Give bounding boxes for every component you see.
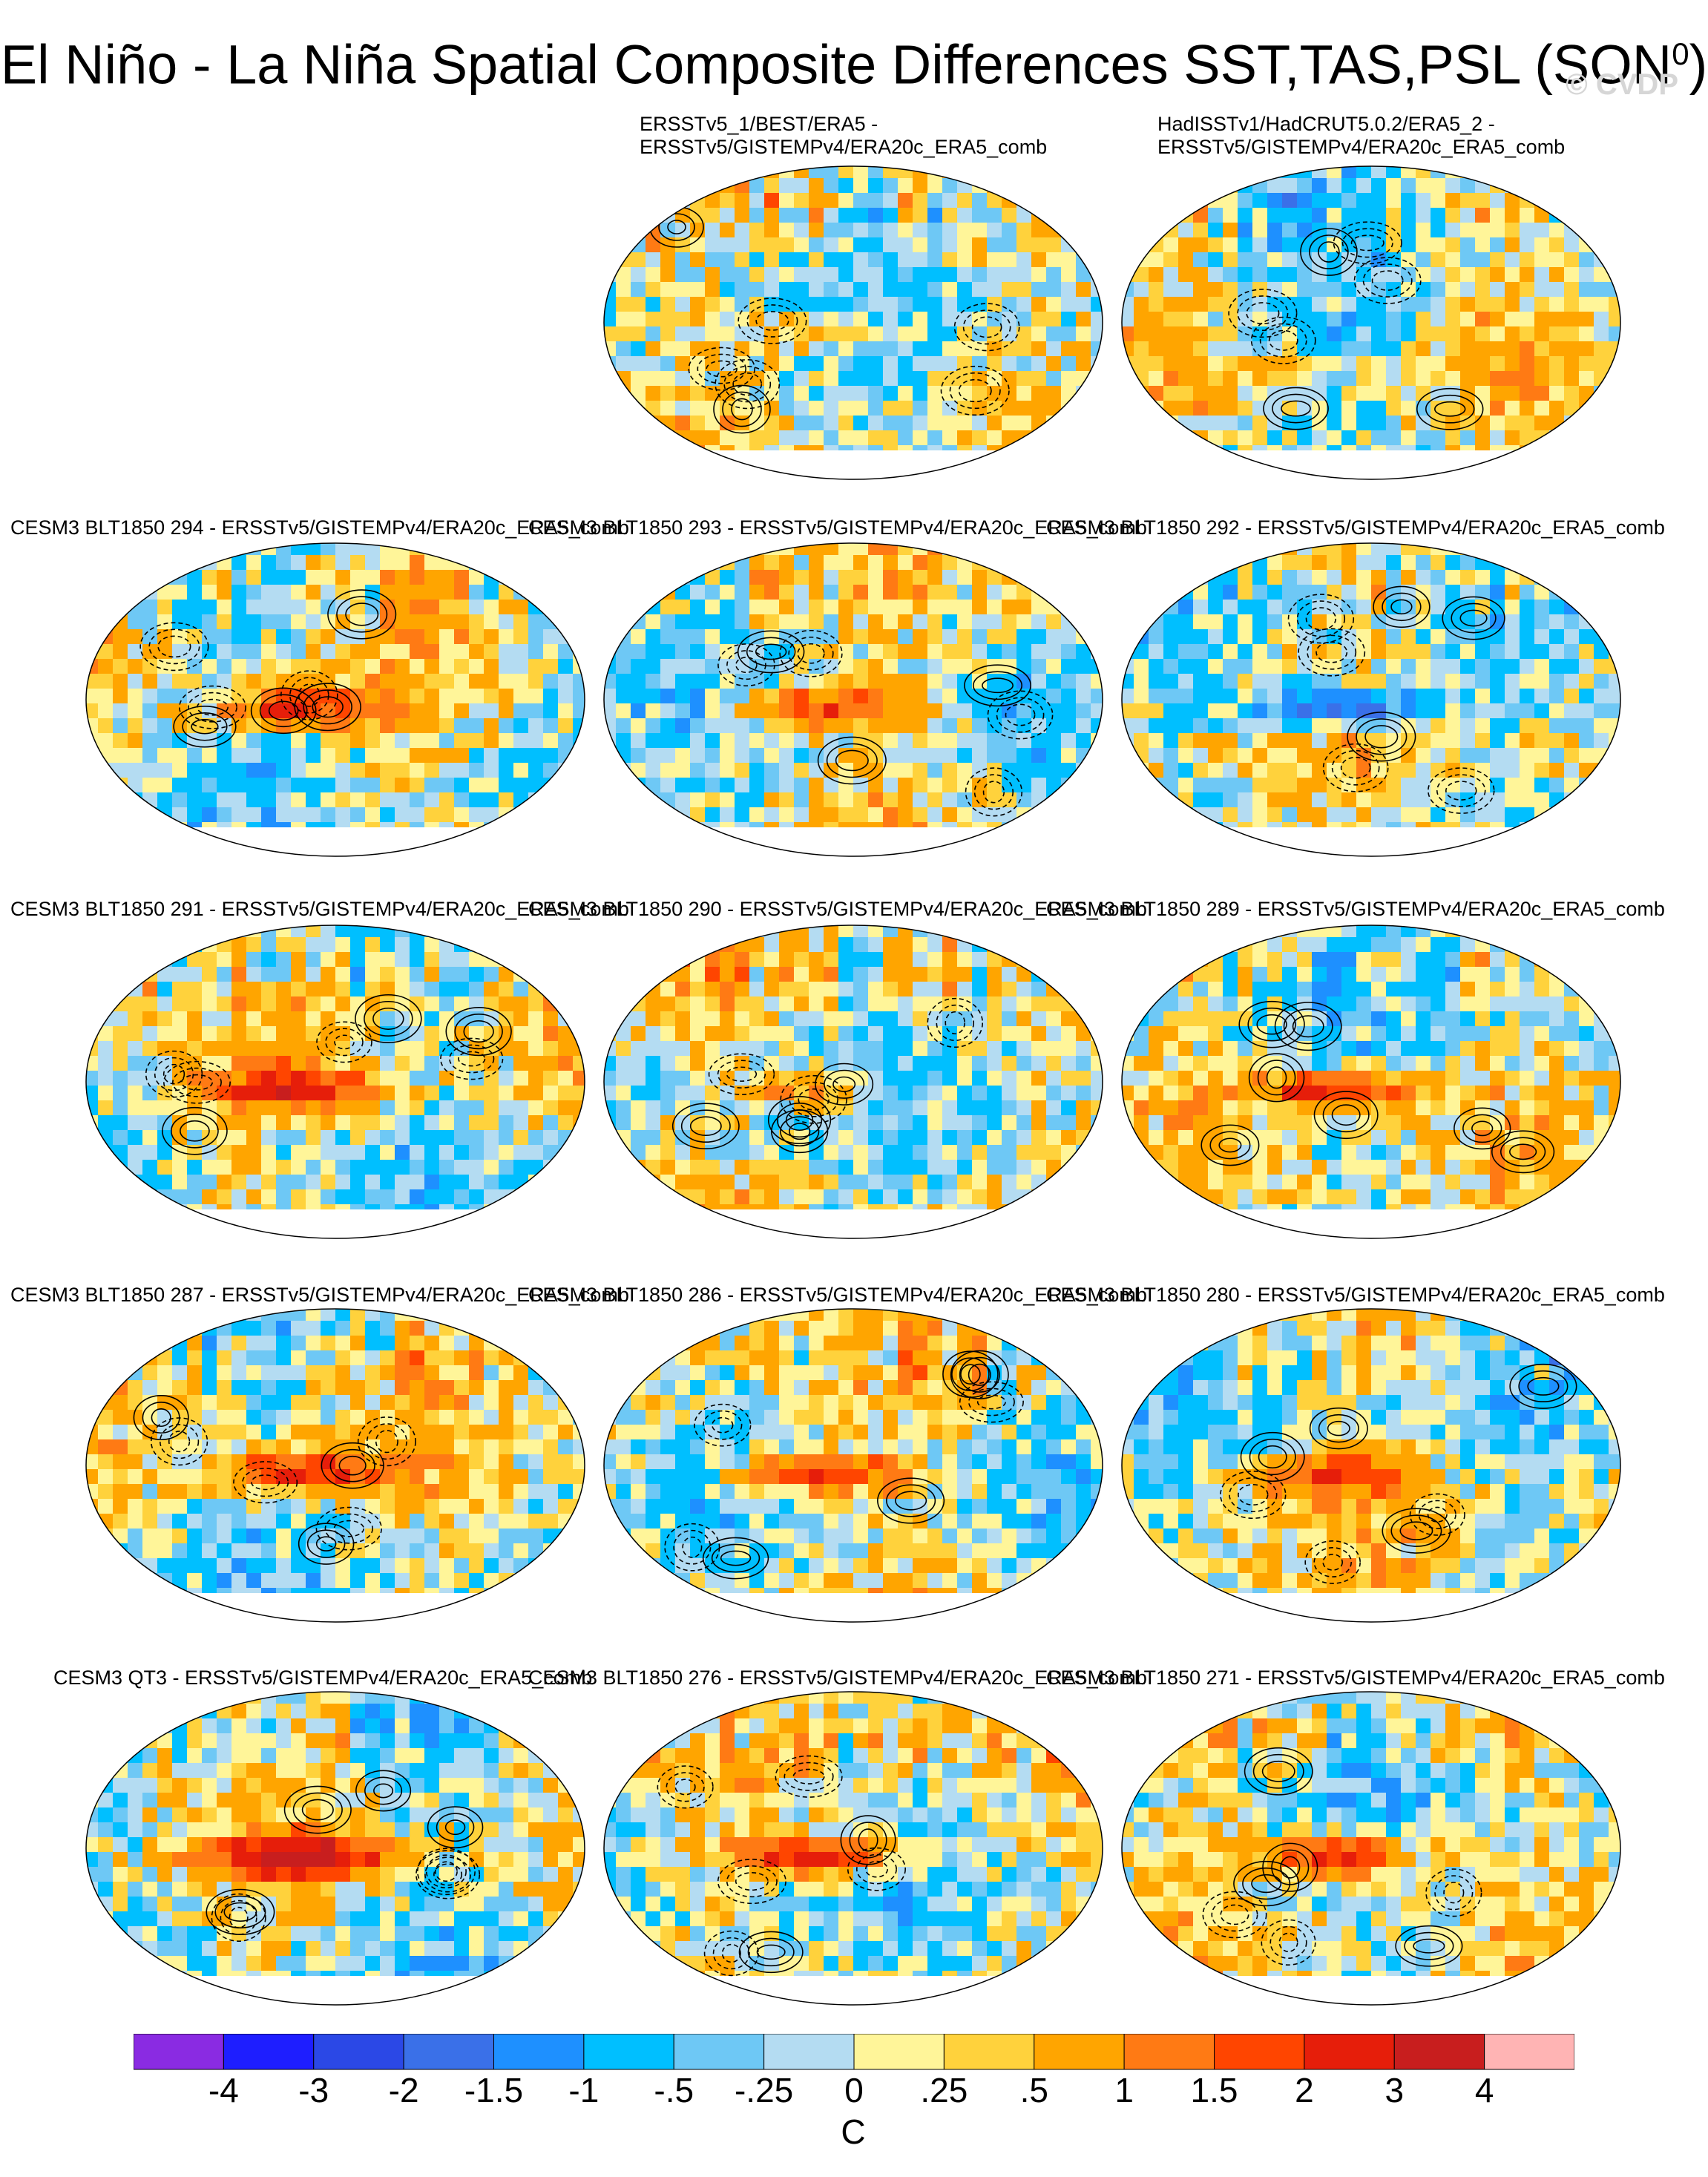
colorbar-tick-label: 1.5 <box>1190 2071 1238 2109</box>
map-panel <box>1121 1308 1621 1623</box>
colorbar-swatch <box>134 2034 224 2070</box>
colorbar-swatch <box>673 2034 765 2070</box>
panel-label: CESM3 BLT1850 294 - ERSSTv5/GISTEMPv4/ER… <box>10 516 629 539</box>
panel-label: CESM3 BLT1850 280 - ERSSTv5/GISTEMPv4/ER… <box>1046 1284 1665 1307</box>
panel-label-line1: CESM3 BLT1850 290 - ERSSTv5/GISTEMPv4/ER… <box>528 898 1147 920</box>
map-panel <box>603 542 1103 857</box>
colorbar-swatch <box>583 2034 674 2070</box>
colorbar-tick-label: -4 <box>208 2071 239 2109</box>
colorbar-tick-label: -1.5 <box>464 2071 524 2109</box>
page-title: El Niño - La Niña Spatial Composite Diff… <box>0 33 1708 96</box>
map-panel <box>85 542 585 857</box>
panel-label: CESM3 BLT1850 292 - ERSSTv5/GISTEMPv4/ER… <box>1046 516 1665 539</box>
colorbar-units: C <box>841 2112 866 2151</box>
colorbar-tick-label: -3 <box>298 2071 329 2109</box>
panel-label-line1: CESM3 BLT1850 293 - ERSSTv5/GISTEMPv4/ER… <box>528 516 1147 539</box>
panel-label-line1: HadISSTv1/HadCRUT5.0.2/ERA5_2 - <box>1157 113 1495 135</box>
panel-label-line1: CESM3 BLT1850 286 - ERSSTv5/GISTEMPv4/ER… <box>528 1284 1147 1306</box>
panel-label: ERSSTv5_1/BEST/ERA5 - ERSSTv5/GISTEMPv4/E… <box>640 113 1047 159</box>
colorbar-tick-label: 1 <box>1114 2071 1134 2109</box>
colorbar-swatch <box>1034 2034 1125 2070</box>
map-panel <box>603 1691 1103 2006</box>
colorbar-tick-label: -2 <box>388 2071 419 2109</box>
colorbar-tick-label: 3 <box>1385 2071 1405 2109</box>
colorbar-tick-label: .25 <box>920 2071 968 2109</box>
colorbar-swatch <box>223 2034 315 2070</box>
map-panel <box>603 925 1103 1239</box>
colorbar-tick-label: 2 <box>1295 2071 1314 2109</box>
colorbar-swatch <box>1393 2034 1485 2070</box>
panel-label: CESM3 BLT1850 290 - ERSSTv5/GISTEMPv4/ER… <box>528 898 1147 921</box>
map-panel <box>85 1691 585 2006</box>
colorbar-tick-label: 0 <box>844 2071 864 2109</box>
colorbar-swatch <box>943 2034 1035 2070</box>
watermark: © CVDP <box>1566 68 1678 101</box>
colorbar <box>134 2034 1574 2070</box>
panel-label-line1: CESM3 BLT1850 289 - ERSSTv5/GISTEMPv4/ER… <box>1046 898 1665 920</box>
colorbar-ticks: -4 -3 -2 -1.5 -1 -.5 -.25 0 .25 .5 1 1.5 2 3 4 <box>0 2070 1708 2115</box>
panel-label: CESM3 QT3 - ERSSTv5/GISTEMPv4/ERA20c_ERA… <box>53 1667 592 1690</box>
colorbar-swatch <box>853 2034 945 2070</box>
panel-label: HadISSTv1/HadCRUT5.0.2/ERA5_2 - ERSSTv5/G… <box>1157 113 1565 159</box>
colorbar-swatch <box>313 2034 404 2070</box>
colorbar-swatch <box>763 2034 855 2070</box>
panel-label: CESM3 BLT1850 293 - ERSSTv5/GISTEMPv4/ER… <box>528 516 1147 539</box>
colorbar-tick-label: -.25 <box>734 2071 794 2109</box>
colorbar-swatch <box>1214 2034 1305 2070</box>
colorbar-swatch <box>1484 2034 1574 2070</box>
panel-label: CESM3 BLT1850 286 - ERSSTv5/GISTEMPv4/ER… <box>528 1284 1147 1307</box>
panel-label-line1: CESM3 BLT1850 276 - ERSSTv5/GISTEMPv4/ER… <box>528 1667 1147 1689</box>
colorbar-swatch <box>1123 2034 1215 2070</box>
colorbar-tick-label: -.5 <box>654 2071 694 2109</box>
panel-label-line2: ERSSTv5/GISTEMPv4/ERA20c_ERA5_comb <box>640 136 1048 158</box>
map-panel <box>85 925 585 1239</box>
panel-label-line1: CESM3 BLT1850 271 - ERSSTv5/GISTEMPv4/ER… <box>1046 1667 1665 1689</box>
panel-label-line1: CESM3 BLT1850 294 - ERSSTv5/GISTEMPv4/ER… <box>10 516 629 539</box>
panel-label-line1: CESM3 QT3 - ERSSTv5/GISTEMPv4/ERA20c_ERA… <box>53 1667 593 1689</box>
panel-label-line1: CESM3 BLT1850 287 - ERSSTv5/GISTEMPv4/ER… <box>10 1284 629 1306</box>
map-panel <box>1121 1691 1621 2006</box>
panel-label-line1: ERSSTv5_1/BEST/ERA5 - <box>640 113 878 135</box>
map-panel <box>603 165 1103 480</box>
panel-label-line1: CESM3 BLT1850 280 - ERSSTv5/GISTEMPv4/ER… <box>1046 1284 1665 1306</box>
map-panel <box>1121 165 1621 480</box>
map-panel <box>1121 542 1621 857</box>
panel-label-line1: CESM3 BLT1850 292 - ERSSTv5/GISTEMPv4/ER… <box>1046 516 1665 539</box>
panel-label: CESM3 BLT1850 289 - ERSSTv5/GISTEMPv4/ER… <box>1046 898 1665 921</box>
colorbar-swatch <box>403 2034 494 2070</box>
colorbar-swatch <box>1304 2034 1395 2070</box>
map-panel <box>85 1308 585 1623</box>
colorbar-tick-label: -1 <box>568 2071 600 2109</box>
panel-label-line1: CESM3 BLT1850 291 - ERSSTv5/GISTEMPv4/ER… <box>10 898 629 920</box>
panel-label: CESM3 BLT1850 291 - ERSSTv5/GISTEMPv4/ER… <box>10 898 629 921</box>
map-panel <box>603 1308 1103 1623</box>
colorbar-swatch <box>493 2034 585 2070</box>
map-panel <box>1121 925 1621 1239</box>
panel-label: CESM3 BLT1850 287 - ERSSTv5/GISTEMPv4/ER… <box>10 1284 629 1307</box>
panel-label-line2: ERSSTv5/GISTEMPv4/ERA20c_ERA5_comb <box>1157 136 1566 158</box>
colorbar-tick-label: 4 <box>1474 2071 1494 2109</box>
panel-label: CESM3 BLT1850 271 - ERSSTv5/GISTEMPv4/ER… <box>1046 1667 1665 1690</box>
colorbar-tick-label: .5 <box>1019 2071 1048 2109</box>
panel-label: CESM3 BLT1850 276 - ERSSTv5/GISTEMPv4/ER… <box>528 1667 1147 1690</box>
